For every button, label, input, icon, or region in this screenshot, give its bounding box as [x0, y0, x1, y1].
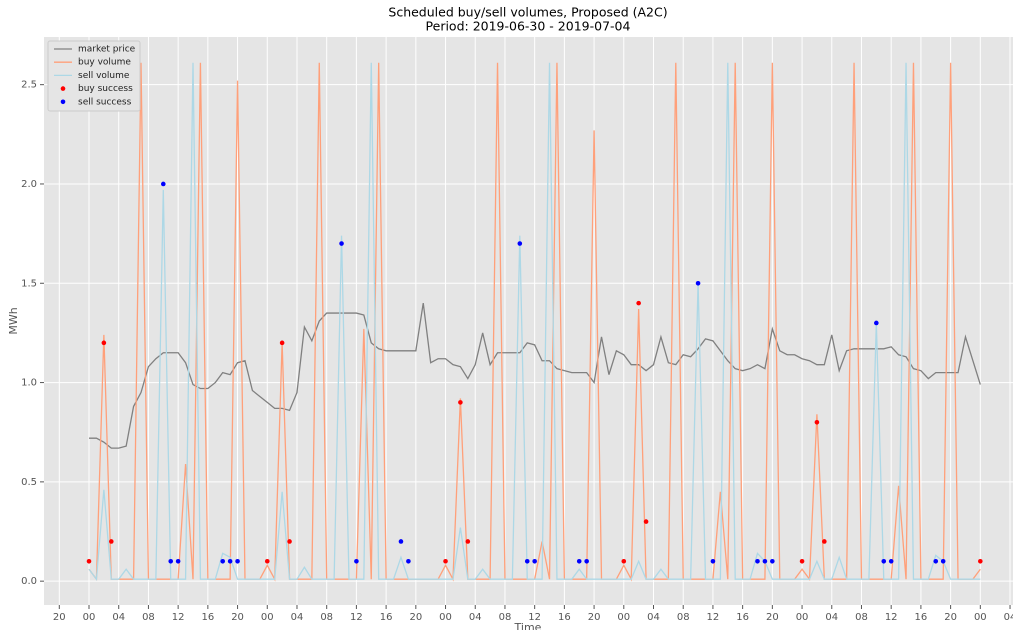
x-tick-label: 20: [231, 612, 244, 623]
success-point: [339, 241, 344, 246]
success-point: [814, 419, 820, 425]
x-tick-label: 08: [855, 612, 868, 623]
x-tick-label: 08: [142, 612, 155, 623]
legend-swatch: [60, 86, 66, 91]
x-tick-label: 12: [885, 612, 898, 623]
x-tick-label: 16: [380, 612, 393, 623]
x-tick-label: 20: [766, 612, 779, 623]
series-line: [88, 62, 981, 581]
success-point: [755, 559, 760, 564]
legend-label: sell volume: [78, 71, 130, 81]
success-point: [710, 559, 716, 564]
x-tick-label: 00: [617, 612, 630, 623]
x-tick-label: 08: [677, 612, 690, 623]
success-point: [524, 559, 530, 564]
x-tick-label: 00: [796, 612, 809, 623]
legend-swatch: [60, 99, 66, 105]
success-point: [584, 559, 589, 564]
y-tick-label: 2.0: [21, 179, 37, 190]
legend-box: [47, 40, 141, 112]
x-tick-label: 12: [707, 612, 720, 623]
x-tick-label: 12: [528, 612, 541, 623]
x-axis-label: Time: [514, 621, 542, 630]
chart-subtitle: Period: 2019-06-30 - 2019-07-04: [426, 19, 631, 34]
x-tick-label: 04: [647, 612, 660, 623]
success-point: [101, 340, 107, 346]
success-point: [406, 559, 411, 564]
success-point: [168, 559, 174, 564]
x-tick-label: 20: [53, 612, 66, 623]
success-point: [636, 300, 641, 306]
legend-label: market price: [78, 45, 136, 55]
legend-label: buy volume: [78, 58, 131, 68]
success-point: [643, 519, 649, 524]
y-tick-label: 0.5: [21, 477, 37, 488]
y-tick-label: 1.0: [21, 378, 37, 389]
y-tick-label: 1.5: [21, 278, 37, 289]
success-point: [933, 559, 939, 564]
success-point: [940, 559, 946, 564]
y-tick-label: 0.0: [21, 576, 37, 587]
x-tick-label: 00: [83, 612, 96, 623]
x-tick-label: 12: [172, 612, 185, 623]
x-tick-label: 12: [350, 612, 363, 623]
x-tick-label: 04: [825, 612, 838, 623]
x-tick-label: 04: [291, 612, 304, 623]
x-tick-label: 08: [320, 612, 333, 623]
x-tick-label: 16: [201, 612, 214, 623]
x-tick-label: 20: [944, 612, 957, 623]
success-point: [695, 280, 701, 286]
success-point: [762, 559, 768, 564]
success-point: [86, 559, 92, 564]
success-point: [532, 559, 537, 564]
success-point: [978, 559, 983, 564]
success-point: [576, 559, 582, 564]
plot-background: [44, 37, 1013, 605]
x-tick-label: 20: [588, 612, 601, 623]
x-tick-label: 04: [469, 612, 482, 623]
legend-label: sell success: [78, 97, 132, 107]
success-point: [354, 559, 359, 564]
success-point: [160, 181, 166, 187]
x-tick-label: 16: [736, 612, 749, 623]
x-tick-label: 00: [439, 612, 452, 623]
success-point: [235, 559, 240, 564]
success-point: [398, 539, 404, 544]
success-point: [770, 559, 775, 564]
x-tick-label: 04: [112, 612, 125, 623]
success-point: [227, 559, 233, 564]
legend: market price buy volume sell volume buy suc…: [47, 40, 141, 112]
x-tick-label: 08: [499, 612, 512, 623]
x-tick-label: 16: [558, 612, 571, 623]
success-point: [443, 559, 448, 564]
x-tick-label: 16: [915, 612, 928, 623]
success-point: [799, 559, 805, 564]
success-point: [517, 241, 523, 246]
chart-title: Scheduled buy/sell volumes, Proposed (A2…: [388, 5, 667, 20]
y-axis-label: MWh: [7, 307, 20, 334]
x-tick-label: 00: [974, 612, 987, 623]
success-point: [888, 559, 894, 564]
y-tick-label: 2.5: [21, 80, 37, 91]
success-point: [264, 559, 270, 564]
success-point: [881, 559, 887, 564]
x-tick-label: 04: [1004, 612, 1013, 623]
x-tick-label: 00: [261, 612, 274, 623]
x-tick-label: 20: [409, 612, 422, 623]
legend-label: buy success: [78, 84, 133, 94]
success-point: [458, 400, 463, 405]
success-point: [287, 539, 292, 544]
success-point: [175, 559, 181, 564]
success-point: [465, 539, 471, 544]
success-point: [822, 539, 827, 544]
success-point: [108, 539, 114, 544]
series-line: [89, 303, 981, 449]
success-point: [621, 559, 627, 564]
success-point: [279, 340, 285, 346]
success-point: [220, 559, 226, 564]
success-point: [874, 320, 879, 326]
